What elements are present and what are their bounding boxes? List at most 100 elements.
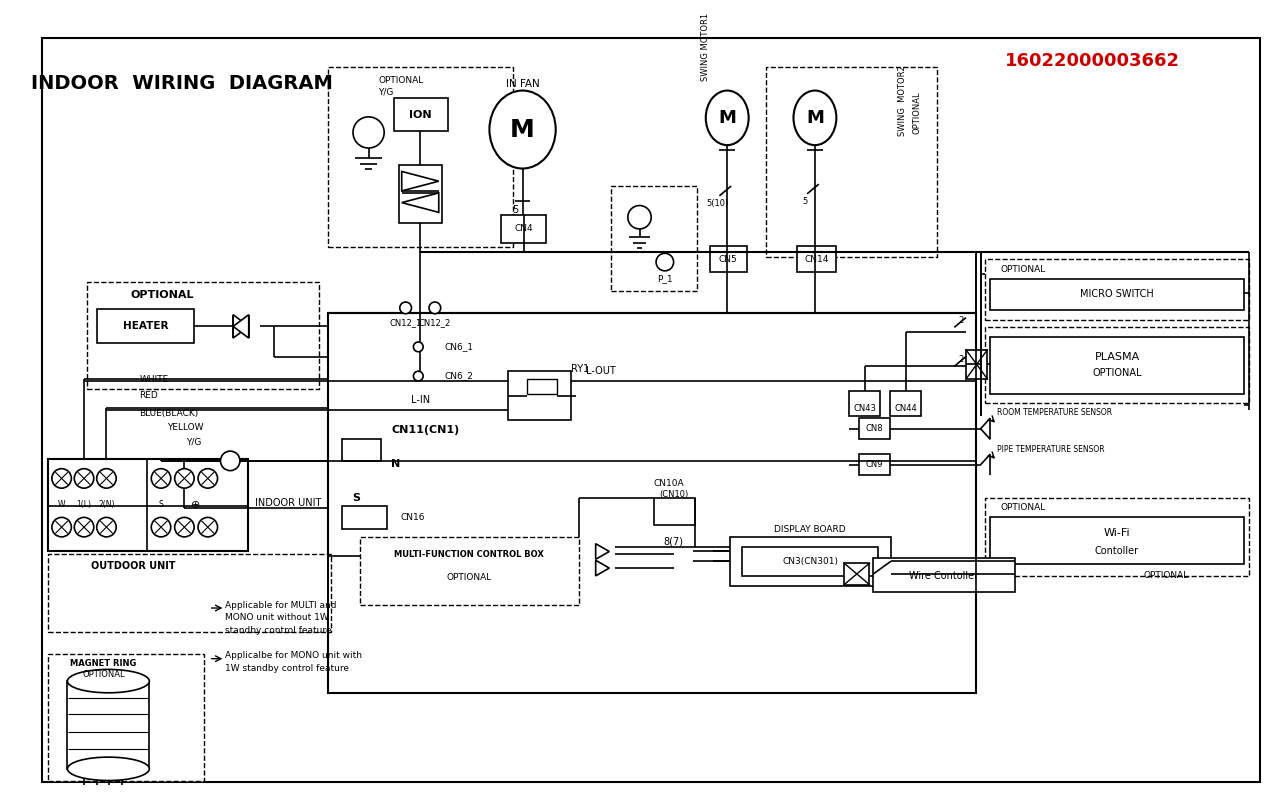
Text: CN14: CN14 bbox=[805, 254, 829, 264]
Text: CN43: CN43 bbox=[854, 404, 877, 413]
Bar bbox=[986, 259, 1249, 319]
Polygon shape bbox=[233, 314, 248, 338]
Bar bbox=[48, 554, 330, 632]
Text: CN10A: CN10A bbox=[654, 478, 684, 488]
Polygon shape bbox=[401, 193, 438, 212]
Circle shape bbox=[353, 117, 385, 148]
Circle shape bbox=[97, 469, 116, 488]
Text: OPTIONAL: OPTIONAL bbox=[1143, 571, 1189, 580]
Text: RY1: RY1 bbox=[571, 364, 590, 374]
Bar bbox=[343, 439, 381, 461]
Text: CN11(CN1): CN11(CN1) bbox=[391, 425, 459, 434]
Text: Applicalbe for MONO unit with: Applicalbe for MONO unit with bbox=[225, 651, 362, 660]
Bar bbox=[859, 454, 891, 475]
Text: 2: 2 bbox=[958, 355, 963, 364]
Ellipse shape bbox=[794, 90, 836, 145]
Text: M: M bbox=[719, 109, 736, 127]
Circle shape bbox=[628, 206, 651, 229]
Text: WHITE: WHITE bbox=[140, 374, 169, 383]
Bar bbox=[501, 215, 547, 242]
Text: Wire Contoller: Wire Contoller bbox=[908, 571, 978, 581]
Text: HEATER: HEATER bbox=[122, 322, 168, 331]
Bar bbox=[848, 390, 880, 416]
Text: CN44: CN44 bbox=[894, 404, 917, 413]
Bar bbox=[798, 246, 836, 272]
Bar bbox=[612, 186, 697, 291]
Bar bbox=[874, 558, 1014, 593]
Text: 1W standby control feature: 1W standby control feature bbox=[225, 664, 349, 673]
Text: PLASMA: PLASMA bbox=[1094, 351, 1140, 362]
Text: Y/G: Y/G bbox=[378, 88, 394, 97]
Bar bbox=[741, 546, 878, 576]
Ellipse shape bbox=[68, 670, 149, 693]
Circle shape bbox=[152, 469, 171, 488]
Text: S: S bbox=[159, 500, 163, 510]
Bar bbox=[766, 67, 936, 257]
Text: CN6_1: CN6_1 bbox=[445, 342, 474, 351]
Text: 2(N): 2(N) bbox=[98, 500, 115, 510]
Text: 16022000003662: 16022000003662 bbox=[1005, 52, 1180, 70]
Circle shape bbox=[97, 518, 116, 537]
Bar bbox=[966, 350, 987, 379]
Text: Contoller: Contoller bbox=[1094, 546, 1139, 557]
Bar bbox=[97, 309, 194, 343]
Circle shape bbox=[656, 254, 674, 271]
Circle shape bbox=[197, 469, 218, 488]
Text: CN5: CN5 bbox=[719, 254, 738, 264]
Text: 1(L): 1(L) bbox=[76, 500, 92, 510]
Text: SWING MOTOR1: SWING MOTOR1 bbox=[701, 13, 711, 81]
Circle shape bbox=[74, 469, 94, 488]
Text: 5(10): 5(10) bbox=[706, 199, 729, 208]
Circle shape bbox=[414, 342, 423, 352]
Bar bbox=[48, 459, 247, 551]
Text: 5: 5 bbox=[512, 206, 519, 215]
Text: standby control feature: standby control feature bbox=[225, 626, 331, 635]
Bar bbox=[859, 418, 891, 439]
Text: CN8: CN8 bbox=[865, 424, 883, 434]
Text: ROOM TEMPERATURE SENSOR: ROOM TEMPERATURE SENSOR bbox=[998, 408, 1112, 417]
Bar bbox=[343, 506, 387, 529]
Text: 2: 2 bbox=[958, 316, 963, 325]
Text: CN16: CN16 bbox=[401, 513, 426, 522]
Bar bbox=[990, 278, 1243, 310]
Text: MULTI-FUNCTION CONTROL BOX: MULTI-FUNCTION CONTROL BOX bbox=[394, 550, 544, 559]
Text: YELLOW: YELLOW bbox=[167, 423, 204, 432]
Circle shape bbox=[74, 518, 94, 537]
Bar bbox=[990, 337, 1243, 394]
Text: MONO unit without 1W: MONO unit without 1W bbox=[225, 614, 329, 622]
Text: CN6_2: CN6_2 bbox=[445, 371, 474, 381]
Text: INDOOR UNIT: INDOOR UNIT bbox=[255, 498, 321, 508]
Bar bbox=[359, 537, 580, 605]
Text: RED: RED bbox=[140, 391, 158, 400]
Text: PIPE TEMPERATURE SENSOR: PIPE TEMPERATURE SENSOR bbox=[998, 445, 1105, 454]
Bar bbox=[891, 390, 921, 416]
Text: OPTIONAL: OPTIONAL bbox=[1092, 368, 1142, 378]
Text: M: M bbox=[510, 118, 535, 142]
Text: Applicable for MULTI and: Applicable for MULTI and bbox=[225, 601, 336, 610]
Text: 5: 5 bbox=[803, 197, 808, 206]
Text: OPTIONAL: OPTIONAL bbox=[130, 290, 194, 300]
Ellipse shape bbox=[489, 90, 555, 169]
Text: CN12_1: CN12_1 bbox=[390, 318, 422, 327]
Circle shape bbox=[175, 518, 194, 537]
Bar bbox=[986, 498, 1249, 576]
Bar bbox=[710, 246, 747, 272]
Bar bbox=[327, 67, 513, 247]
Ellipse shape bbox=[68, 757, 149, 781]
Text: ⊕: ⊕ bbox=[191, 500, 201, 510]
Bar bbox=[654, 498, 696, 525]
Bar bbox=[730, 537, 891, 586]
Text: OPTIONAL: OPTIONAL bbox=[378, 76, 423, 86]
Polygon shape bbox=[596, 560, 609, 576]
Text: BLUE(BLACK): BLUE(BLACK) bbox=[140, 409, 199, 418]
Text: W: W bbox=[57, 500, 65, 510]
Text: SWING  MOTOR2: SWING MOTOR2 bbox=[898, 65, 907, 136]
Bar bbox=[845, 563, 869, 585]
Ellipse shape bbox=[706, 90, 749, 145]
Bar bbox=[87, 282, 318, 389]
Text: L-IN: L-IN bbox=[410, 395, 429, 406]
Text: Wi-Fi: Wi-Fi bbox=[1103, 528, 1130, 538]
Text: P_1: P_1 bbox=[657, 274, 673, 283]
Text: M: M bbox=[806, 109, 824, 127]
Text: INDOOR  WIRING  DIAGRAM: INDOOR WIRING DIAGRAM bbox=[31, 74, 333, 94]
